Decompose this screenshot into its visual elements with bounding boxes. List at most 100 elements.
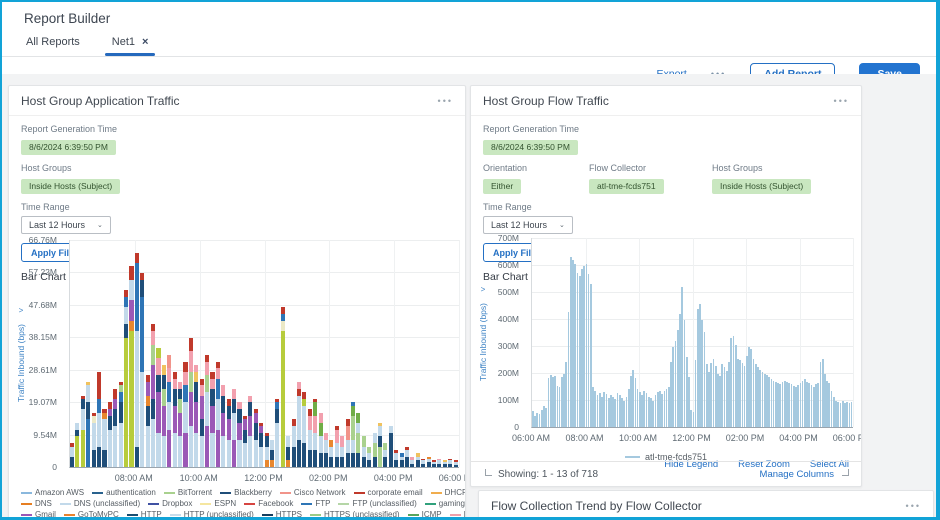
legend-item[interactable]: HTTPS (unclassified) bbox=[310, 510, 400, 517]
bar-segment bbox=[199, 378, 204, 386]
bar-segment bbox=[361, 446, 366, 457]
bar-segment bbox=[161, 436, 166, 467]
bar-segment bbox=[448, 460, 453, 464]
legend-item[interactable]: GoToMyPC bbox=[63, 510, 119, 517]
bar-segment bbox=[156, 375, 161, 393]
bar-segment bbox=[621, 397, 623, 427]
bar-segment bbox=[415, 456, 420, 461]
bar-segment bbox=[699, 304, 701, 427]
bar-segment bbox=[350, 405, 356, 416]
bar-segment bbox=[683, 319, 686, 427]
resize-handle-icon[interactable] bbox=[485, 468, 492, 476]
bar-segment bbox=[145, 382, 150, 396]
panel-menu-icon[interactable]: ••• bbox=[437, 96, 453, 106]
bar-segment bbox=[679, 313, 681, 427]
legend-item[interactable]: gaming bbox=[424, 499, 465, 509]
bar-segment bbox=[625, 396, 628, 427]
resize-handle-icon[interactable] bbox=[842, 468, 849, 476]
bar-segment bbox=[286, 446, 291, 461]
bar-segment bbox=[75, 429, 80, 437]
bar-segment bbox=[663, 391, 666, 427]
legend-swatch bbox=[59, 503, 71, 505]
bar-segment bbox=[799, 383, 802, 427]
bar-segment bbox=[237, 402, 242, 410]
bar-segment bbox=[676, 329, 679, 427]
hide-legend-link[interactable]: Hide Legend bbox=[664, 459, 719, 470]
legend-item[interactable]: Facebook bbox=[244, 499, 293, 509]
legend-swatch bbox=[310, 514, 322, 516]
bar-segment bbox=[91, 450, 96, 467]
bar-segment bbox=[134, 252, 139, 263]
report-generation-time-label: Report Generation Time bbox=[21, 124, 118, 134]
legend-item[interactable]: ESPN bbox=[200, 499, 236, 509]
bar-segment bbox=[210, 378, 215, 389]
select-all-link[interactable]: Select All bbox=[809, 459, 849, 470]
bar-segment bbox=[665, 388, 668, 427]
bar-segment bbox=[318, 436, 323, 454]
chevron-right-icon[interactable]: > bbox=[480, 285, 486, 295]
bar-segment bbox=[614, 399, 617, 427]
legend-item[interactable]: IGMP bbox=[449, 510, 465, 517]
tab-net1[interactable]: Net1 × bbox=[104, 29, 156, 56]
bar-segment bbox=[124, 337, 129, 467]
legend-item[interactable]: BitTorrent bbox=[163, 488, 212, 498]
legend-swatch bbox=[92, 492, 104, 494]
legend-item[interactable]: FTP (unclassified) bbox=[338, 499, 417, 509]
legend-item[interactable]: Cisco Network bbox=[279, 488, 346, 498]
bar-segment bbox=[350, 453, 356, 467]
legend-item[interactable]: Amazon AWS bbox=[21, 488, 84, 498]
bar-segment bbox=[734, 345, 737, 427]
legend-item[interactable]: ICMP bbox=[407, 510, 442, 517]
more-options-icon[interactable]: ••• bbox=[711, 69, 726, 79]
bar-segment bbox=[161, 365, 166, 376]
close-icon[interactable]: × bbox=[142, 36, 149, 48]
bar-segment bbox=[783, 380, 786, 427]
bar-segment bbox=[237, 409, 242, 423]
time-range-select[interactable]: Last 12 Hours ⌄ bbox=[21, 216, 111, 234]
bar-segment bbox=[421, 458, 426, 461]
host-groups-label: Host Groups bbox=[712, 163, 763, 173]
manage-columns-link[interactable]: Manage Columns bbox=[759, 468, 834, 480]
bar-segment bbox=[161, 375, 166, 389]
panel-menu-icon[interactable]: ••• bbox=[833, 96, 849, 106]
panel-menu-icon[interactable]: ••• bbox=[905, 501, 921, 511]
bar-segment bbox=[91, 422, 96, 450]
bar-segment bbox=[291, 419, 296, 427]
legend-item[interactable]: DNS bbox=[21, 499, 52, 509]
legend-swatch bbox=[424, 503, 436, 505]
bar-segment bbox=[118, 382, 123, 386]
bar-segment bbox=[367, 453, 372, 461]
bar-segment bbox=[808, 383, 811, 427]
chevron-right-icon[interactable]: > bbox=[18, 306, 24, 316]
time-range-select[interactable]: Last 12 Hours ⌄ bbox=[483, 216, 573, 234]
legend-item[interactable]: Gmail bbox=[21, 510, 56, 517]
legend-item[interactable]: Dropbox bbox=[148, 499, 192, 509]
legend-swatch bbox=[220, 492, 232, 494]
bar-segment bbox=[264, 460, 269, 467]
bar-segment bbox=[717, 373, 719, 427]
legend-item[interactable]: FTP bbox=[301, 499, 330, 509]
legend-item[interactable]: HTTP bbox=[126, 510, 162, 517]
host-groups-label: Host Groups bbox=[21, 163, 72, 173]
bar-segment bbox=[307, 450, 312, 467]
legend-item[interactable]: HTTP (unclassified) bbox=[169, 510, 254, 517]
legend-item[interactable]: DHCP bbox=[430, 488, 465, 498]
bar-segment bbox=[442, 460, 447, 462]
legend-item[interactable]: Blackberry bbox=[220, 488, 272, 498]
bar-segment bbox=[86, 419, 91, 467]
legend-item[interactable]: corporate email bbox=[353, 488, 423, 498]
reset-zoom-link[interactable]: Reset Zoom bbox=[738, 459, 790, 470]
bar-segment bbox=[383, 443, 388, 450]
legend-row: Gmail GoToMyPC HTTP HTTP (unclassified) HTTP… bbox=[17, 508, 465, 517]
bar-segment bbox=[183, 402, 188, 433]
legend-item[interactable]: DNS (unclassified) bbox=[59, 499, 140, 509]
series-legend[interactable]: atl-tme-fcds751 bbox=[471, 448, 861, 466]
legend-item[interactable]: authentication bbox=[92, 488, 156, 498]
legend-item[interactable]: HTTPS bbox=[261, 510, 302, 517]
bar-segment bbox=[848, 403, 851, 427]
bar-segment bbox=[388, 433, 393, 467]
panel-flow-collection-trend: Flow Collection Trend by Flow Collector … bbox=[478, 490, 934, 517]
bar-segment bbox=[199, 419, 204, 437]
legend-swatch bbox=[353, 492, 365, 494]
tab-all-reports[interactable]: All Reports bbox=[26, 36, 80, 48]
